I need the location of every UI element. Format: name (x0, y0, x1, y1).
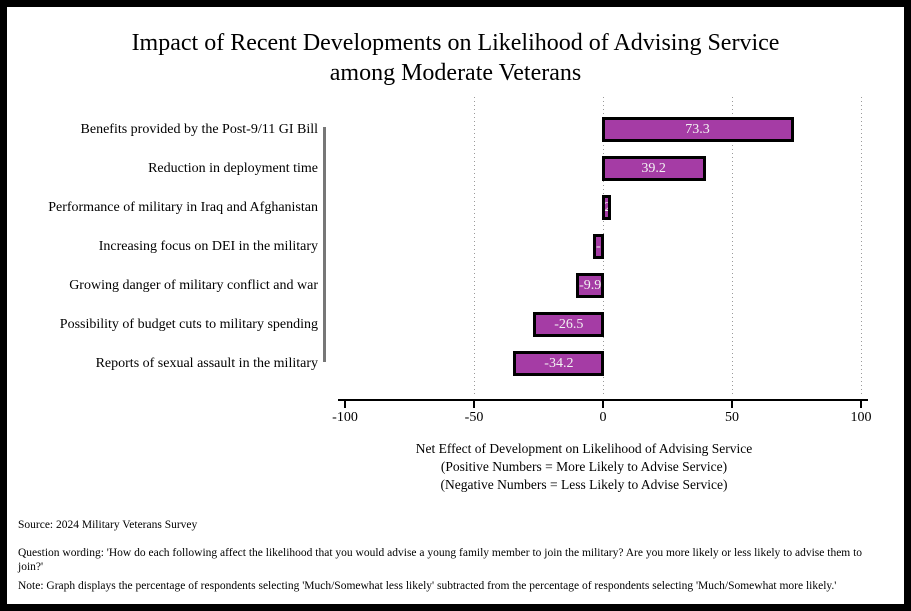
bar-value-label: 2.5 (605, 198, 608, 217)
bar: -3.3 (592, 234, 605, 259)
question-wording-note: Question wording: 'How do each following… (18, 547, 863, 573)
axis-tick (473, 399, 475, 408)
bar: -34.2 (513, 351, 605, 376)
category-label: Performance of military in Iraq and Afgh… (48, 200, 318, 215)
axis-tick-label: 100 (850, 410, 872, 425)
bar-value-label: -9.9 (579, 278, 602, 293)
bar-value-label: -26.5 (554, 317, 584, 332)
chart-title-line1: Impact of Recent Developments on Likelih… (131, 30, 780, 56)
gridline (473, 97, 475, 397)
category-label: Reports of sexual assault in the militar… (95, 356, 318, 371)
x-axis-caption-line3: (Negative Numbers = Less Likely to Advis… (440, 477, 728, 492)
bar-value-label: -3.3 (595, 239, 602, 254)
bar-value-label: 39.2 (641, 161, 666, 176)
axis-tick-label: 50 (725, 410, 739, 425)
gridline (731, 97, 733, 397)
source-note: Source: 2024 Military Veterans Survey (18, 519, 198, 531)
category-label: Possibility of budget cuts to military s… (59, 317, 318, 332)
gridline (860, 97, 862, 397)
category-label: Benefits provided by the Post-9/11 GI Bi… (80, 122, 318, 137)
axis-tick (344, 399, 346, 408)
x-axis-caption-line2: (Positive Numbers = More Likely to Advis… (440, 459, 728, 474)
chart-title-line2: among Moderate Veterans (329, 60, 582, 86)
bar-value-label: -34.2 (544, 356, 574, 371)
bar: 2.5 (601, 195, 611, 220)
bar: 39.2 (601, 156, 706, 181)
bar: -26.5 (533, 312, 605, 337)
bar-value-label: 73.3 (685, 122, 710, 137)
axis-tick-label: -100 (332, 410, 358, 425)
axis-tick-label: 0 (599, 410, 607, 425)
chart-title: Impact of Recent Developments on Likelih… (7, 28, 904, 88)
category-label: Growing danger of military conflict and … (69, 278, 318, 293)
bar: -9.9 (575, 273, 605, 298)
axis-tick (602, 399, 604, 408)
category-label: Reduction in deployment time (148, 161, 318, 176)
graph-note: Note: Graph displays the percentage of r… (18, 580, 837, 592)
axis-tick (860, 399, 862, 408)
bar: 73.3 (601, 117, 794, 142)
category-label: Increasing focus on DEI in the military (98, 239, 318, 254)
x-axis-caption-line1: Net Effect of Development on Likelihood … (415, 441, 753, 456)
axis-tick (731, 399, 733, 408)
axis-tick-label: -50 (464, 410, 484, 425)
plot-area: -100 -50 0 50 100 Benefits provided by the Po… (7, 7, 904, 604)
x-axis-caption: Net Effect of Development on Likelihood … (284, 440, 884, 494)
category-axis-line (323, 127, 326, 362)
